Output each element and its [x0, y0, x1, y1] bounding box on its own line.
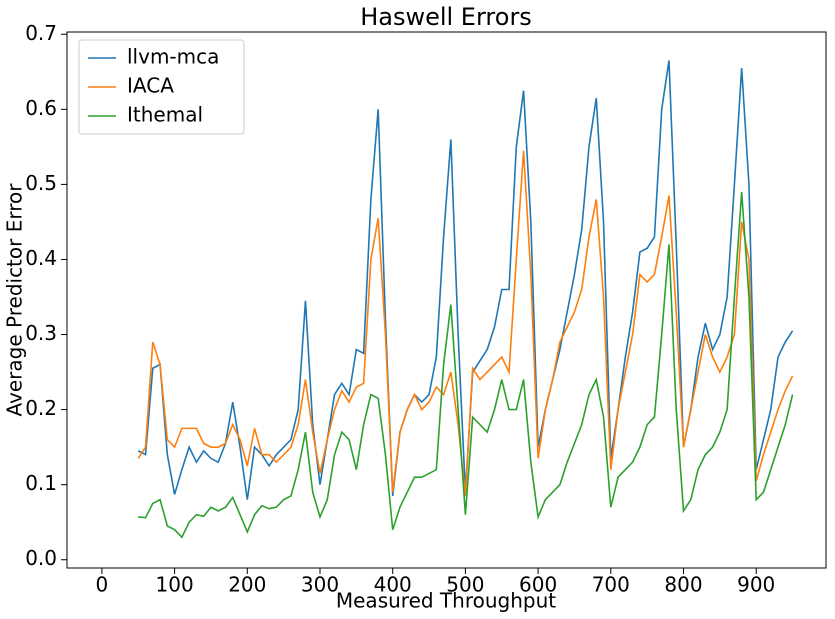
y-tick-label: 0.1: [25, 471, 57, 495]
y-tick-label: 0.7: [25, 21, 57, 45]
x-tick-label: 300: [301, 573, 339, 597]
line-series: [138, 191, 794, 539]
y-tick-label: 0.6: [25, 96, 57, 120]
plot-frame: [66, 31, 827, 569]
y-tick-label: 0.4: [25, 246, 57, 270]
x-tick-label: 900: [737, 573, 775, 597]
x-tick-label: 800: [664, 573, 702, 597]
x-axis-label: Measured Throughput: [336, 589, 556, 613]
legend-label: IACA: [127, 74, 174, 98]
line-series: [137, 150, 794, 497]
y-tick-label: 0.5: [25, 171, 57, 195]
y-tick-label: 0.0: [25, 546, 57, 570]
y-tick-label: 0.3: [25, 321, 57, 345]
x-tick-label: 400: [374, 573, 412, 597]
x-tick-label: 600: [519, 573, 557, 597]
x-tick-label: 100: [156, 573, 194, 597]
legend-label: Ithemal: [127, 103, 203, 127]
x-tick-label: 0: [96, 573, 109, 597]
y-axis-label: Average Predictor Error: [3, 183, 27, 417]
y-tick-label: 0.2: [25, 396, 57, 420]
x-tick-label: 200: [228, 573, 266, 597]
legend-box: [78, 39, 245, 135]
x-tick-label: 500: [446, 573, 484, 597]
x-tick-label: 700: [592, 573, 630, 597]
legend-label: llvm-mca: [127, 45, 219, 69]
chart-title: Haswell Errors: [360, 3, 532, 31]
